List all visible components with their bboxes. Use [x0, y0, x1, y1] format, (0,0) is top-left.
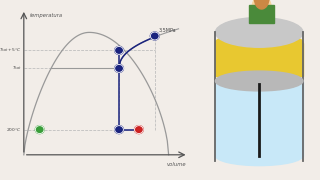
- Bar: [250, 5, 274, 23]
- Ellipse shape: [215, 33, 303, 53]
- Circle shape: [115, 46, 124, 54]
- Circle shape: [134, 126, 143, 134]
- Ellipse shape: [215, 18, 303, 47]
- Bar: [215, 81, 303, 156]
- Text: volume: volume: [167, 162, 187, 167]
- Ellipse shape: [215, 146, 303, 166]
- Circle shape: [35, 126, 44, 134]
- Circle shape: [254, 0, 269, 9]
- Ellipse shape: [215, 71, 303, 91]
- Circle shape: [252, 0, 271, 23]
- Text: $T_{sat}+5°C$: $T_{sat}+5°C$: [0, 47, 22, 54]
- Circle shape: [150, 32, 159, 40]
- Bar: [215, 43, 303, 76]
- Circle shape: [115, 126, 124, 134]
- Text: 3,5MPa: 3,5MPa: [159, 27, 176, 32]
- Circle shape: [115, 64, 124, 72]
- Text: $200°C$: $200°C$: [6, 126, 22, 133]
- Text: $T_{sat}$: $T_{sat}$: [12, 65, 22, 72]
- Text: temperatura: temperatura: [30, 13, 63, 18]
